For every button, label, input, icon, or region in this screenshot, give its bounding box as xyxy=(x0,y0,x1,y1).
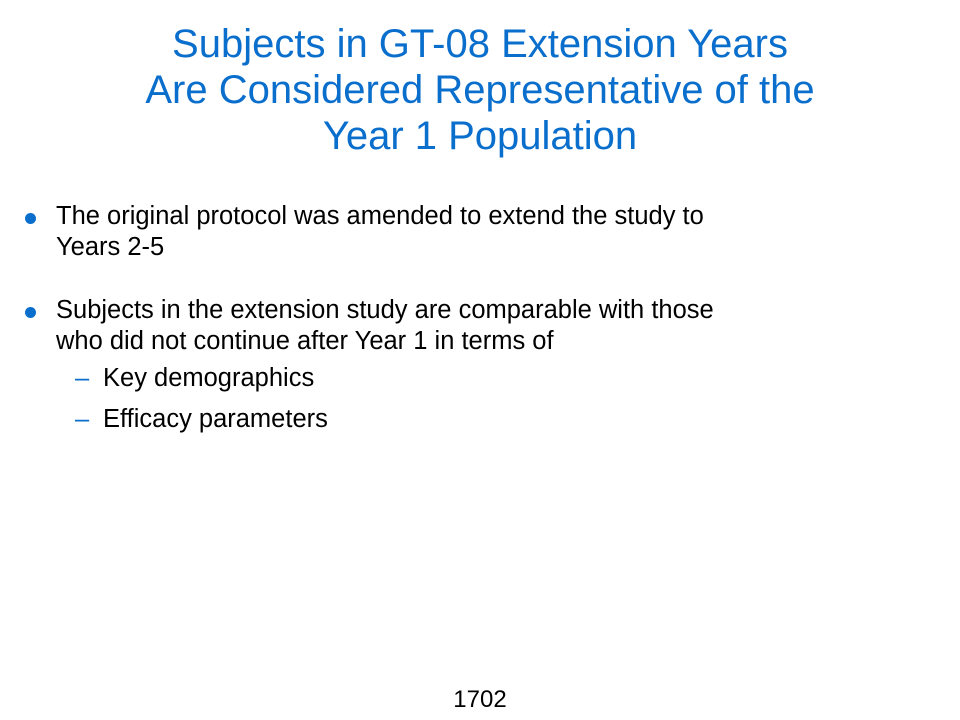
slide-title: Subjects in GT-08 Extension Years Are Co… xyxy=(40,21,920,159)
bullet-item: Subjects in the extension study are comp… xyxy=(0,295,960,435)
dash-icon: – xyxy=(75,405,90,433)
bullet-text-line: Subjects in the extension study are comp… xyxy=(56,296,714,324)
sub-bullet-item: – Efficacy parameters xyxy=(56,404,900,435)
bullet-item: The original protocol was amended to ext… xyxy=(0,201,960,263)
bullet-text-line: Years 2-5 xyxy=(56,233,165,261)
bullet-text: Subjects in the extension study are comp… xyxy=(56,295,900,357)
page-number: 1702 xyxy=(453,686,507,713)
bullet-text-line: The original protocol was amended to ext… xyxy=(56,202,704,230)
sub-bullet-item: – Key demographics xyxy=(56,363,900,394)
sub-bullet-text: Efficacy parameters xyxy=(103,405,328,433)
slide-title-line: Are Considered Representative of the xyxy=(145,68,815,112)
slide-title-line: Year 1 Population xyxy=(322,114,638,158)
dash-icon: – xyxy=(75,364,90,392)
bullet-dot-icon xyxy=(25,213,36,224)
bullet-list: The original protocol was amended to ext… xyxy=(0,201,960,445)
sub-bullet-text: Key demographics xyxy=(103,364,315,392)
bullet-text: The original protocol was amended to ext… xyxy=(56,201,900,263)
slide-title-line: Subjects in GT-08 Extension Years xyxy=(172,22,788,66)
bullet-dot-icon xyxy=(25,307,36,318)
sub-bullet-list: – Key demographics – Efficacy parameters xyxy=(56,363,900,435)
bullet-text-line: who did not continue after Year 1 in ter… xyxy=(56,327,554,355)
